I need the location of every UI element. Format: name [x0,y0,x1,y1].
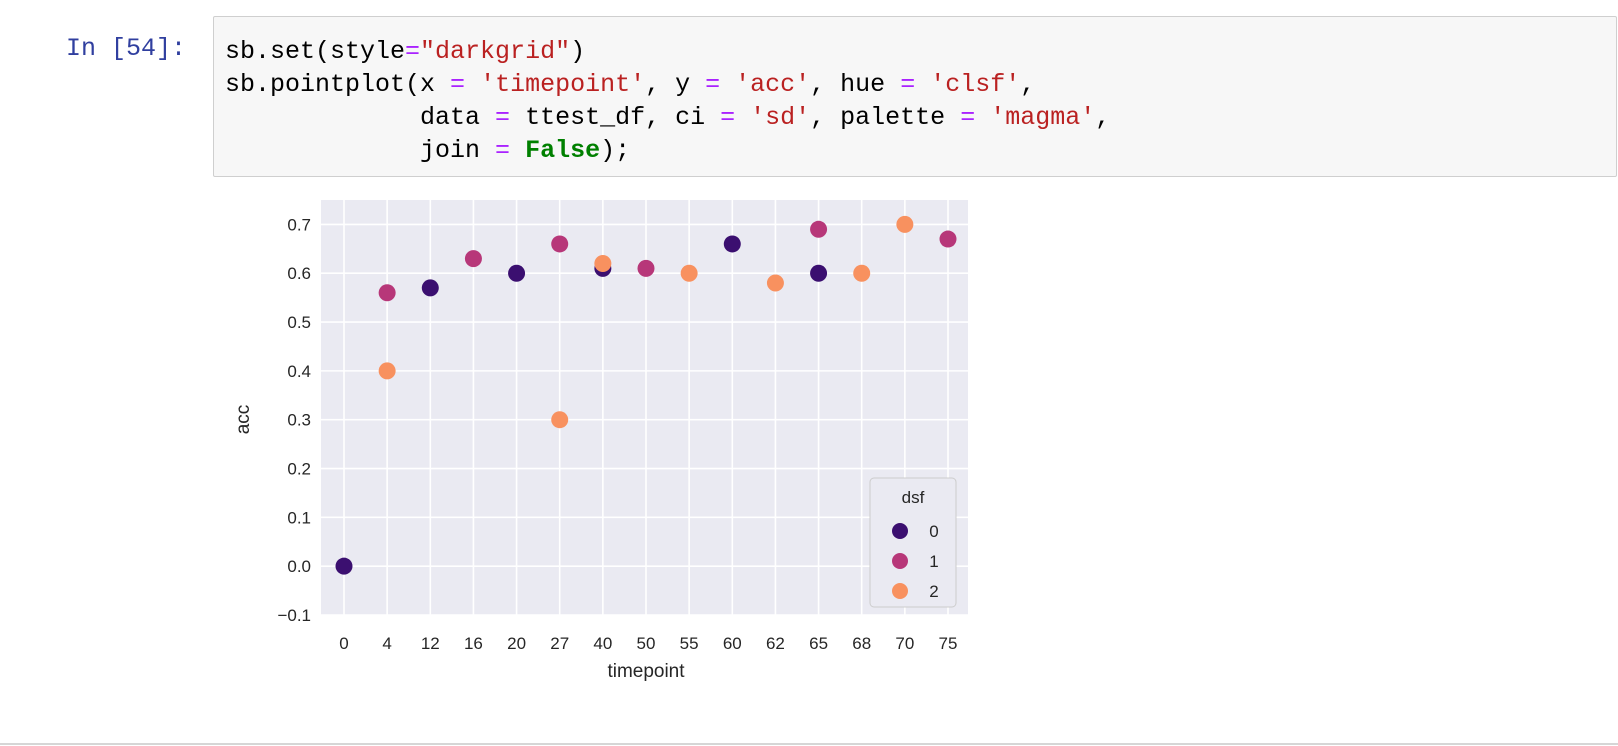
x-tick-label: 20 [507,634,526,653]
code-token: sb.set(style [225,37,406,66]
data-point-dsf-0 [335,557,353,575]
data-point-dsf-0 [723,235,741,253]
code-token: 'timepoint' [480,70,646,99]
code-token: "darkgrid" [420,37,571,66]
x-tick-label: 70 [895,634,914,653]
x-tick-label: 50 [637,634,656,653]
code-token [465,70,480,99]
code-line: sb.set(style="darkgrid") [225,35,1616,68]
x-tick-label: 12 [421,634,440,653]
data-point-dsf-2 [551,411,569,429]
y-tick-label: 0.2 [287,460,311,479]
data-point-dsf-2 [378,362,396,380]
y-tick-label: 0.3 [287,411,311,430]
y-tick-label: −0.1 [277,606,311,625]
code-token: , [1020,70,1036,99]
code-line: join = False); [225,134,1616,167]
pointplot-chart: −0.10.00.10.20.30.40.50.60.70 4 12 16 20 27 40… [233,200,968,682]
legend-marker-dsf-0 [892,523,908,539]
code-token: join [225,136,496,165]
x-tick-label: 4 [382,634,391,653]
code-line: data = ttest_df, ci = 'sd', palette = 'm… [225,101,1616,134]
y-tick-label: 0.5 [287,313,311,332]
y-tick-label: 0.4 [287,362,311,381]
x-tick-label: 0 [339,634,348,653]
code-token: False [525,136,601,165]
code-token: ); [600,136,631,165]
legend-label: 2 [929,582,938,601]
y-tick-label: 0.6 [287,264,311,283]
y-tick-label: 0.1 [287,508,311,527]
code-token [915,70,930,99]
y-axis-label: acc [233,405,254,435]
x-tick-label: 65 [809,634,828,653]
code-token: = [960,103,976,132]
code-token: 'sd' [750,103,811,132]
code-token: = [495,136,511,165]
code-token: , palette [810,103,961,132]
x-tick-label: 27 [550,634,569,653]
code-token: 'clsf' [930,70,1021,99]
code-line: sb.pointplot(x = 'timepoint', y = 'acc',… [225,68,1616,101]
legend-marker-dsf-2 [892,583,908,599]
code-token: 'magma' [990,103,1096,132]
data-point-dsf-2 [680,264,698,282]
code-token [510,136,525,165]
x-axis-label: timepoint [607,661,685,682]
code-token: 'acc' [735,70,811,99]
data-point-dsf-1 [551,235,569,253]
code-token: = [495,103,511,132]
code-token: = [450,70,466,99]
code-token: ttest_df, ci [510,103,721,132]
code-token: ) [570,37,586,66]
code-token [975,103,990,132]
legend-marker-dsf-1 [892,553,908,569]
cell-divider [0,743,1618,745]
code-token: = [720,103,736,132]
legend-box [869,477,957,608]
code-token: , [1095,103,1111,132]
cell-prompt: In [54]: [66,34,187,63]
code-token: sb.pointplot(x [225,70,451,99]
x-tick-label: 60 [723,634,742,653]
code-token: , y [645,70,706,99]
data-point-dsf-1 [637,259,655,277]
data-point-dsf-2 [766,274,784,292]
data-point-dsf-0 [421,279,439,297]
data-point-dsf-0 [810,264,828,282]
code-token: = [405,37,421,66]
data-point-dsf-0 [508,264,526,282]
code-token: = [705,70,721,99]
x-tick-label: 40 [593,634,612,653]
x-tick-label: 62 [766,634,785,653]
data-point-dsf-1 [939,230,957,248]
data-point-dsf-2 [594,254,612,272]
code-token [720,70,735,99]
code-token: = [900,70,916,99]
code-token: data [225,103,496,132]
legend-title: dsf [902,488,925,507]
x-tick-label: 68 [852,634,871,653]
data-point-dsf-2 [853,264,871,282]
x-tick-label: 55 [680,634,699,653]
data-point-dsf-1 [810,220,828,238]
data-point-dsf-1 [378,284,396,302]
data-point-dsf-1 [464,250,482,268]
data-point-dsf-2 [896,215,914,233]
cell-output: −0.1 0.0 0.1 0.2 0.3 0.4 0.5 0.6 0.7 0 4 12 16 20 27 40… [213,195,1013,715]
code-cell-editor[interactable]: sb.set(style="darkgrid") sb.pointplot(x =… [213,16,1617,177]
legend-label: 1 [929,552,938,571]
x-tick-label: 16 [464,634,483,653]
y-tick-label: 0.0 [287,557,311,576]
y-tick-label: 0.7 [287,215,311,234]
code-token: , hue [810,70,901,99]
code-token [735,103,750,132]
x-tick-label: 75 [939,634,958,653]
legend-label: 0 [929,522,938,541]
